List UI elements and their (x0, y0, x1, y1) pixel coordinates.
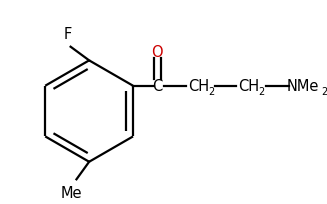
Text: 2: 2 (208, 86, 214, 96)
Text: CH: CH (238, 79, 260, 94)
Text: NMe: NMe (286, 79, 319, 94)
Text: CH: CH (188, 79, 209, 94)
Text: C: C (152, 79, 163, 94)
Text: 2: 2 (321, 86, 327, 96)
Text: F: F (63, 27, 72, 41)
Text: Me: Me (61, 186, 82, 201)
Text: O: O (152, 45, 163, 60)
Text: 2: 2 (259, 86, 265, 96)
